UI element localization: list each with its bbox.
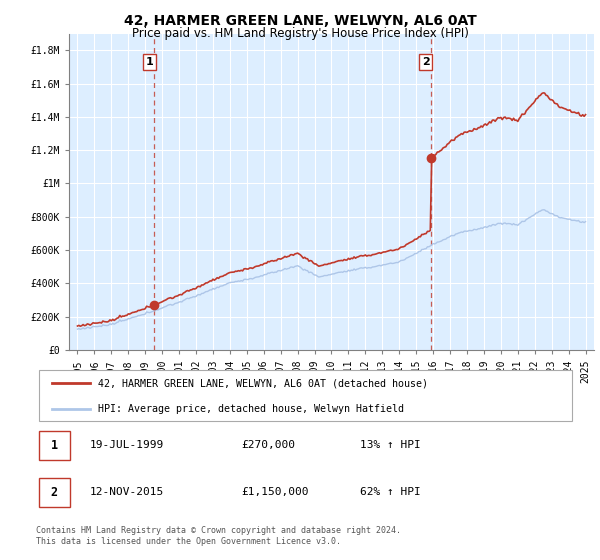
Text: 62% ↑ HPI: 62% ↑ HPI — [360, 487, 421, 497]
FancyBboxPatch shape — [39, 431, 70, 460]
FancyBboxPatch shape — [39, 370, 572, 421]
Text: £270,000: £270,000 — [241, 440, 295, 450]
Text: Price paid vs. HM Land Registry's House Price Index (HPI): Price paid vs. HM Land Registry's House … — [131, 27, 469, 40]
Text: 19-JUL-1999: 19-JUL-1999 — [90, 440, 164, 450]
Text: HPI: Average price, detached house, Welwyn Hatfield: HPI: Average price, detached house, Welw… — [98, 404, 404, 414]
Text: 2: 2 — [51, 486, 58, 499]
Text: 42, HARMER GREEN LANE, WELWYN, AL6 0AT (detached house): 42, HARMER GREEN LANE, WELWYN, AL6 0AT (… — [98, 379, 428, 388]
Text: 1: 1 — [51, 438, 58, 452]
Text: 42, HARMER GREEN LANE, WELWYN, AL6 0AT: 42, HARMER GREEN LANE, WELWYN, AL6 0AT — [124, 14, 476, 28]
Text: 13% ↑ HPI: 13% ↑ HPI — [360, 440, 421, 450]
Text: £1,150,000: £1,150,000 — [241, 487, 309, 497]
FancyBboxPatch shape — [39, 478, 70, 507]
Text: Contains HM Land Registry data © Crown copyright and database right 2024.
This d: Contains HM Land Registry data © Crown c… — [36, 526, 401, 546]
Text: 2: 2 — [422, 57, 430, 67]
Text: 1: 1 — [145, 57, 153, 67]
Text: 12-NOV-2015: 12-NOV-2015 — [90, 487, 164, 497]
